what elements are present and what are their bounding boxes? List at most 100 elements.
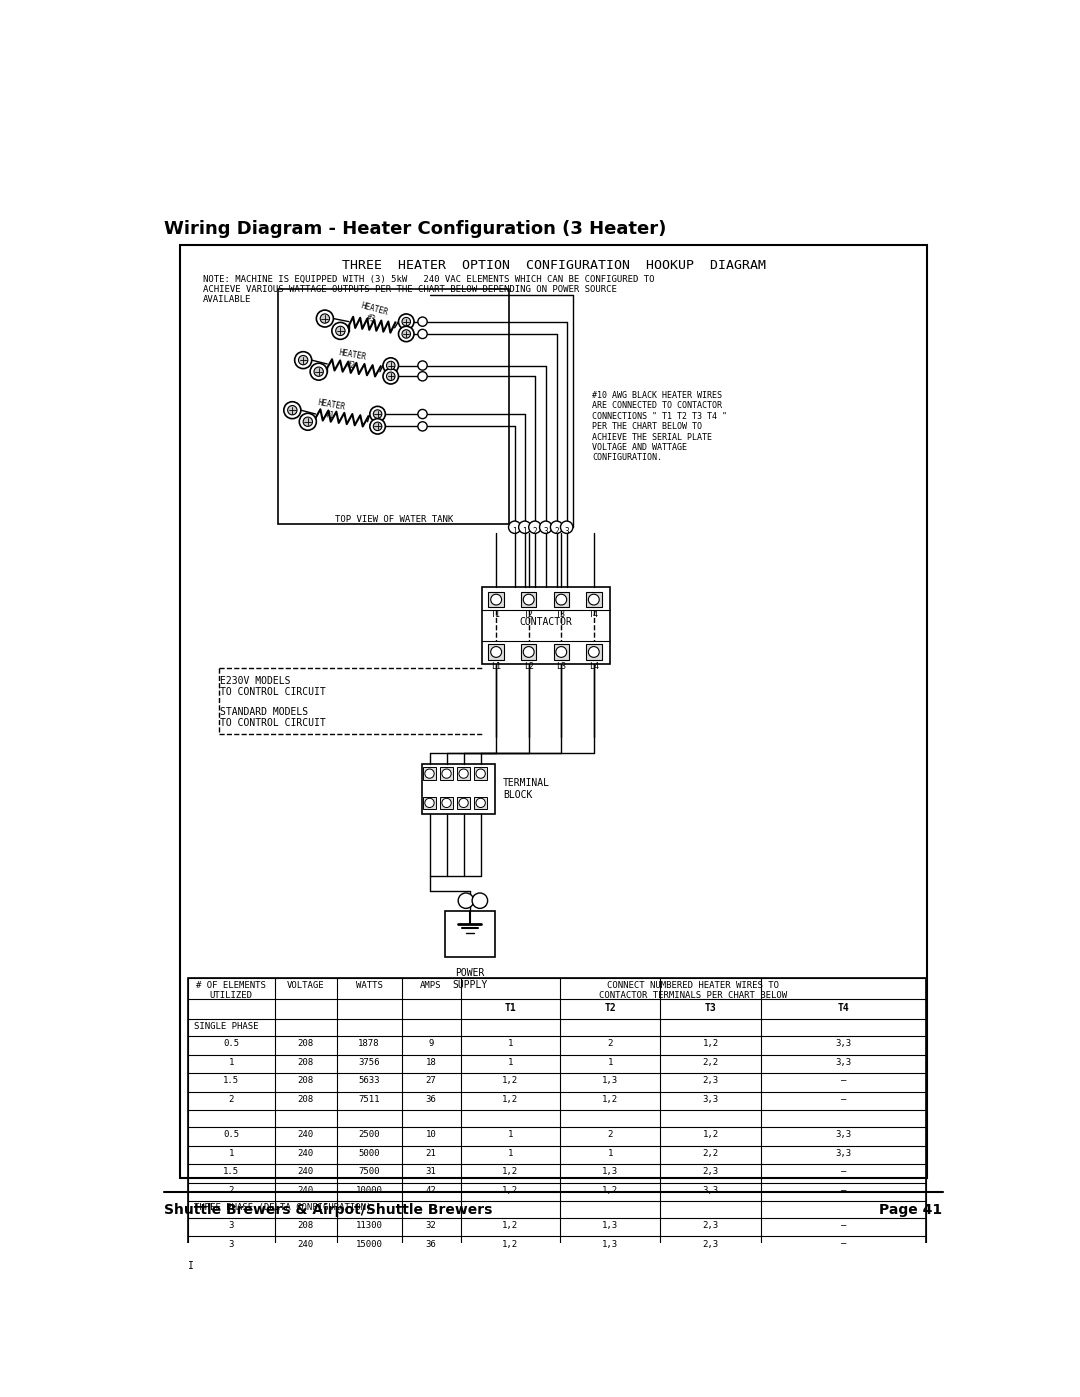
- Text: 3: 3: [565, 527, 569, 535]
- Text: T4: T4: [837, 1003, 849, 1013]
- Text: 3,3: 3,3: [835, 1130, 851, 1140]
- Text: TOP VIEW OF WATER TANK: TOP VIEW OF WATER TANK: [335, 515, 453, 524]
- Text: –: –: [840, 1168, 846, 1176]
- Circle shape: [418, 330, 428, 338]
- Text: 7511: 7511: [359, 1095, 380, 1104]
- Text: T2: T2: [604, 1003, 616, 1013]
- Text: 10: 10: [426, 1130, 436, 1140]
- Circle shape: [518, 521, 531, 534]
- Circle shape: [387, 362, 395, 370]
- Text: 1,2: 1,2: [502, 1221, 518, 1231]
- Text: 2,3: 2,3: [703, 1076, 719, 1085]
- Bar: [458, 796, 470, 809]
- Text: 240: 240: [297, 1148, 313, 1158]
- Text: 1,3: 1,3: [602, 1239, 618, 1249]
- Text: 3,3: 3,3: [703, 1186, 719, 1194]
- Text: 2: 2: [228, 1186, 233, 1194]
- Text: TERMINAL
BLOCK: TERMINAL BLOCK: [503, 778, 550, 800]
- Text: –: –: [840, 1239, 846, 1249]
- Text: 1: 1: [228, 1148, 233, 1158]
- Text: I: I: [188, 1261, 193, 1271]
- Circle shape: [418, 317, 428, 327]
- Text: 240: 240: [297, 1130, 313, 1140]
- Text: 208: 208: [297, 1039, 313, 1048]
- Circle shape: [399, 314, 414, 330]
- Text: HEATER
#1: HEATER #1: [315, 398, 347, 422]
- Text: 3756: 3756: [359, 1058, 380, 1067]
- Text: 2,2: 2,2: [703, 1058, 719, 1067]
- Circle shape: [459, 798, 469, 807]
- Text: 3,3: 3,3: [835, 1058, 851, 1067]
- Text: 208: 208: [297, 1221, 313, 1231]
- Text: –: –: [840, 1076, 846, 1085]
- Text: 1: 1: [607, 1148, 612, 1158]
- Circle shape: [402, 317, 410, 326]
- Bar: [423, 767, 435, 780]
- Text: 21: 21: [426, 1148, 436, 1158]
- Circle shape: [314, 367, 323, 376]
- Text: 1,2: 1,2: [602, 1186, 618, 1194]
- Text: 7500: 7500: [359, 1168, 380, 1176]
- Circle shape: [524, 594, 535, 605]
- Text: STANDARD MODELS
TO CONTROL CIRCUIT: STANDARD MODELS TO CONTROL CIRCUIT: [220, 707, 326, 728]
- Text: 208: 208: [297, 1076, 313, 1085]
- Text: 1: 1: [508, 1058, 513, 1067]
- Text: NOTE: MACHINE IS EQUIPPED WITH (3) 5kW   240 VAC ELEMENTS WHICH CAN BE CONFIGURE: NOTE: MACHINE IS EQUIPPED WITH (3) 5kW 2…: [203, 275, 654, 285]
- Text: T1: T1: [504, 1003, 516, 1013]
- Text: POWER
SUPPLY: POWER SUPPLY: [453, 968, 487, 990]
- Text: 1,2: 1,2: [703, 1039, 719, 1048]
- Circle shape: [472, 893, 488, 908]
- Text: AVAILABLE: AVAILABLE: [203, 295, 252, 305]
- Text: L1: L1: [491, 662, 501, 671]
- Text: 1: 1: [607, 1058, 612, 1067]
- Bar: [586, 592, 602, 608]
- Circle shape: [332, 323, 349, 339]
- Circle shape: [303, 418, 312, 426]
- Text: 2: 2: [554, 527, 559, 535]
- Bar: [180, 244, 927, 1178]
- Text: 2,3: 2,3: [703, 1168, 719, 1176]
- Circle shape: [369, 407, 386, 422]
- Text: 240: 240: [297, 1186, 313, 1194]
- Text: 208: 208: [297, 1095, 313, 1104]
- Circle shape: [387, 372, 395, 380]
- Bar: [474, 796, 487, 809]
- Text: T1: T1: [491, 609, 501, 619]
- Text: T3: T3: [705, 1003, 717, 1013]
- Bar: [521, 592, 537, 608]
- Text: Shuttle Brewers & Airpot/Shuttle Brewers: Shuttle Brewers & Airpot/Shuttle Brewers: [164, 1203, 492, 1217]
- Circle shape: [490, 594, 501, 605]
- Text: 1,2: 1,2: [602, 1095, 618, 1104]
- Circle shape: [509, 521, 521, 534]
- Circle shape: [589, 594, 599, 605]
- Text: 10000: 10000: [355, 1186, 382, 1194]
- Text: 1: 1: [523, 527, 527, 535]
- Circle shape: [383, 358, 399, 373]
- Text: 1: 1: [228, 1058, 233, 1067]
- Text: 3,3: 3,3: [703, 1095, 719, 1104]
- Text: 15000: 15000: [355, 1239, 382, 1249]
- Text: 1: 1: [508, 1130, 513, 1140]
- Text: HEATER
#2: HEATER #2: [337, 348, 367, 373]
- Circle shape: [316, 310, 334, 327]
- Circle shape: [490, 647, 501, 658]
- Bar: [488, 592, 504, 608]
- Text: 2: 2: [607, 1130, 612, 1140]
- Text: E230V MODELS
TO CONTROL CIRCUIT: E230V MODELS TO CONTROL CIRCUIT: [220, 676, 326, 697]
- Text: 2,3: 2,3: [703, 1221, 719, 1231]
- Text: 36: 36: [426, 1095, 436, 1104]
- Circle shape: [418, 360, 428, 370]
- Text: 1.5: 1.5: [224, 1076, 239, 1085]
- Circle shape: [561, 521, 572, 534]
- Text: 27: 27: [426, 1076, 436, 1085]
- Text: 31: 31: [426, 1168, 436, 1176]
- Circle shape: [320, 314, 329, 323]
- Text: HEATER
#3: HEATER #3: [356, 302, 389, 327]
- Circle shape: [287, 405, 297, 415]
- Circle shape: [299, 414, 316, 430]
- Circle shape: [459, 768, 469, 778]
- Text: 1,2: 1,2: [502, 1186, 518, 1194]
- Text: 240: 240: [297, 1239, 313, 1249]
- Text: T4: T4: [589, 609, 598, 619]
- Text: 1,3: 1,3: [602, 1168, 618, 1176]
